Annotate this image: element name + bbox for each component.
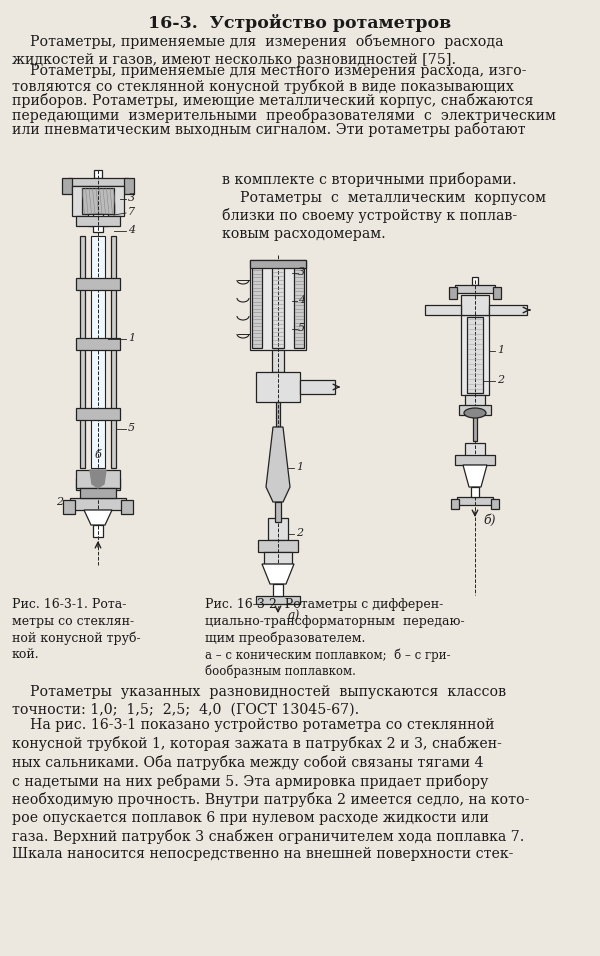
Text: На рис. 16-3-1 показано устройство ротаметра со стеклянной
конусной трубкой 1, к: На рис. 16-3-1 показано устройство ротам…	[12, 718, 529, 861]
Bar	[93, 525, 103, 537]
Bar	[264, 552, 292, 564]
Bar	[80, 488, 116, 498]
Polygon shape	[262, 564, 294, 584]
Text: в комплекте с вторичными приборами.
    Ротаметры  с  металлическим  корпусом
бл: в комплекте с вторичными приборами. Рота…	[222, 172, 546, 241]
Text: б): б)	[483, 513, 496, 527]
Text: 5: 5	[298, 323, 305, 333]
Bar	[70, 498, 126, 510]
Bar	[273, 584, 283, 596]
Bar	[76, 216, 120, 226]
Text: Ротаметры  указанных  разновидностей  выпускаются  классов
точности: 1,0;  1,5; : Ротаметры указанных разновидностей выпус…	[12, 685, 506, 716]
Bar	[62, 178, 72, 194]
Bar	[94, 170, 102, 178]
Bar	[80, 236, 85, 468]
Bar	[76, 478, 120, 490]
Text: товляются со стеклянной конусной трубкой в виде показывающих: товляются со стеклянной конусной трубкой…	[12, 78, 514, 94]
Bar	[457, 497, 493, 505]
Text: Ротаметры, применяемые для  измерения  объемного  расхода
жидкостей и газов, име: Ротаметры, применяемые для измерения объ…	[12, 34, 503, 67]
Bar	[276, 402, 280, 427]
Text: 1: 1	[296, 462, 303, 472]
Bar	[91, 236, 105, 468]
Polygon shape	[266, 427, 290, 502]
Polygon shape	[90, 470, 106, 488]
Bar	[252, 262, 262, 348]
Bar	[489, 305, 527, 315]
Bar	[76, 278, 120, 290]
Bar	[300, 380, 335, 394]
Text: приборов. Ротаметры, имеющие металлический корпус, снабжаются: приборов. Ротаметры, имеющие металлическ…	[12, 93, 533, 108]
Bar	[461, 315, 489, 395]
Text: 1: 1	[128, 333, 135, 343]
Text: а – с коническим поплавком;  б – с гри-
бообразным поплавком.: а – с коническим поплавком; б – с гри- б…	[205, 648, 451, 679]
Bar	[461, 295, 489, 315]
Polygon shape	[84, 510, 112, 525]
Bar	[493, 287, 501, 299]
Text: 2: 2	[296, 528, 303, 538]
Bar	[256, 596, 300, 604]
Polygon shape	[463, 465, 487, 487]
Bar	[124, 178, 134, 194]
Text: 5: 5	[128, 423, 135, 433]
Text: 4: 4	[128, 225, 135, 235]
Text: 1: 1	[497, 345, 504, 355]
Text: 3: 3	[128, 193, 135, 203]
Text: 3: 3	[298, 267, 305, 277]
Bar	[455, 455, 495, 465]
Bar	[111, 236, 116, 468]
Bar	[449, 287, 457, 299]
Bar	[76, 408, 120, 420]
Text: или пневматическим выходным сигналом. Эти ротаметры работают: или пневматическим выходным сигналом. Эт…	[12, 122, 526, 137]
Bar	[294, 262, 304, 348]
Bar	[459, 405, 491, 415]
Bar	[272, 262, 284, 348]
Bar	[425, 305, 461, 315]
Text: Рис. 16-3-1. Рота-
метры со стеклян-
ной конусной труб-
кой.: Рис. 16-3-1. Рота- метры со стеклян- ной…	[12, 598, 140, 662]
Bar	[272, 350, 284, 372]
Text: передающими  измерительными  преобразователями  с  электрическим: передающими измерительными преобразовате…	[12, 107, 556, 122]
Bar	[491, 499, 499, 509]
Text: 16-3.  Устройство ротаметров: 16-3. Устройство ротаметров	[148, 14, 452, 32]
Bar	[68, 178, 128, 186]
Bar	[256, 372, 300, 402]
Text: 7: 7	[128, 207, 135, 217]
Text: 2: 2	[497, 375, 504, 385]
Bar	[93, 214, 103, 232]
Bar	[472, 277, 478, 285]
Bar	[76, 338, 120, 350]
Bar	[465, 443, 485, 461]
Bar	[250, 260, 306, 268]
Bar	[473, 413, 477, 441]
Text: б: б	[94, 450, 101, 460]
Text: 2: 2	[56, 497, 63, 507]
Bar	[455, 285, 495, 293]
Bar	[76, 470, 120, 488]
Bar	[88, 214, 108, 226]
Text: 4: 4	[298, 295, 305, 305]
Bar	[451, 499, 459, 509]
Bar	[258, 540, 298, 552]
Text: Рис. 16-3-2. Ротаметры с дифферен-
циально-трансформаторным  передаю-
щим преобр: Рис. 16-3-2. Ротаметры с дифферен- циаль…	[205, 598, 464, 644]
Bar	[121, 500, 133, 514]
Bar	[471, 487, 479, 497]
Bar	[72, 186, 124, 216]
Bar	[250, 260, 306, 350]
Ellipse shape	[464, 408, 486, 418]
Text: а): а)	[288, 610, 301, 622]
Text: Ротаметры, применяемые для местного измерения расхода, изго-: Ротаметры, применяемые для местного изме…	[12, 64, 527, 78]
Bar	[465, 395, 485, 413]
Bar	[82, 188, 114, 214]
Bar	[275, 502, 281, 522]
Bar	[63, 500, 75, 514]
Bar	[268, 518, 288, 540]
Bar	[467, 317, 483, 393]
